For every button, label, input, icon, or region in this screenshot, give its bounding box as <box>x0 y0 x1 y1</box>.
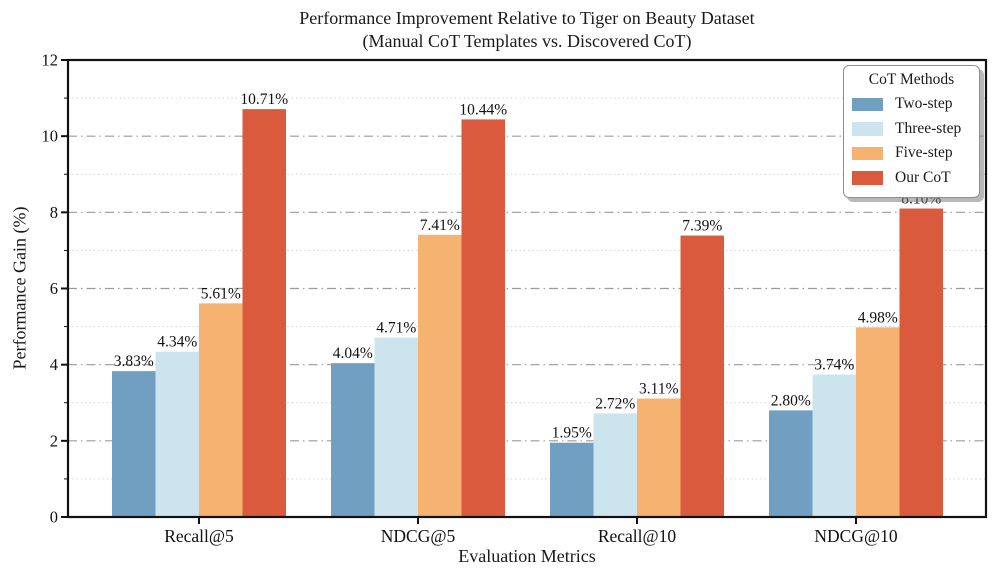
legend-label: Our CoT <box>895 168 951 186</box>
legend-label: Two-step <box>895 95 953 113</box>
bar-value-label: 7.39% <box>682 218 722 235</box>
y-tick-label: 10 <box>42 127 59 146</box>
bar-value-label: 2.72% <box>595 395 635 412</box>
legend-label: Five-step <box>895 144 953 162</box>
bar <box>856 327 900 517</box>
bar-value-label: 3.83% <box>114 353 154 370</box>
bar <box>199 303 243 517</box>
y-tick-label: 6 <box>50 279 58 298</box>
legend-entry: Our CoT <box>852 166 971 191</box>
bar <box>331 363 375 517</box>
legend-entry: Five-step <box>852 141 971 166</box>
bar <box>112 371 156 517</box>
bar-value-label: 4.34% <box>157 334 197 351</box>
x-tick-label: NDCG@5 <box>381 526 456 546</box>
chart-title-line2: (Manual CoT Templates vs. Discovered CoT… <box>362 31 692 51</box>
legend: CoT Methods Two-step Three-step Five-ste… <box>843 65 980 198</box>
y-axis-title: Performance Gain (%) <box>9 206 30 370</box>
legend-label: Three-step <box>895 119 962 137</box>
bar <box>461 119 505 517</box>
bar-value-label: 3.74% <box>814 357 854 374</box>
legend-swatch <box>852 122 883 136</box>
bar-value-label: 4.71% <box>376 320 416 337</box>
bar-value-label: 10.71% <box>240 91 288 108</box>
bar <box>593 413 637 517</box>
bar <box>374 337 418 517</box>
bar <box>550 442 594 517</box>
legend-entry: Two-step <box>852 92 971 117</box>
y-tick-label: 4 <box>50 355 58 374</box>
bar <box>899 208 943 517</box>
bar-value-label: 2.80% <box>771 392 811 409</box>
x-tick-label: Recall@5 <box>164 526 234 546</box>
bar-value-label: 3.11% <box>639 381 679 398</box>
bar-value-label: 5.61% <box>201 285 241 302</box>
bar <box>155 351 199 517</box>
y-tick-label: 12 <box>42 51 59 70</box>
chart-title: Performance Improvement Relative to Tige… <box>68 7 986 53</box>
bar <box>812 374 856 517</box>
bar-value-label: 1.95% <box>552 425 592 442</box>
legend-swatch <box>852 146 883 160</box>
x-tick-label: Recall@10 <box>598 526 677 546</box>
legend-title: CoT Methods <box>868 71 955 88</box>
bar <box>242 109 286 517</box>
y-tick-label: 8 <box>50 203 58 222</box>
bar <box>637 398 681 517</box>
bar-value-label: 4.04% <box>333 345 373 362</box>
bar-value-label: 4.98% <box>858 309 898 326</box>
legend-swatch <box>852 171 883 185</box>
bar <box>769 410 813 517</box>
legend-entry: Three-step <box>852 117 971 142</box>
y-tick-label: 2 <box>50 431 58 450</box>
legend-swatch <box>852 97 883 111</box>
bar <box>680 235 724 518</box>
chart-title-line1: Performance Improvement Relative to Tige… <box>299 8 755 28</box>
bar-value-label: 10.44% <box>459 101 507 118</box>
x-tick-label: NDCG@10 <box>814 526 897 546</box>
x-axis-title: Evaluation Metrics <box>458 546 596 566</box>
bar-value-label: 7.41% <box>420 217 460 234</box>
bar <box>418 234 462 518</box>
y-tick-label: 0 <box>50 508 58 527</box>
